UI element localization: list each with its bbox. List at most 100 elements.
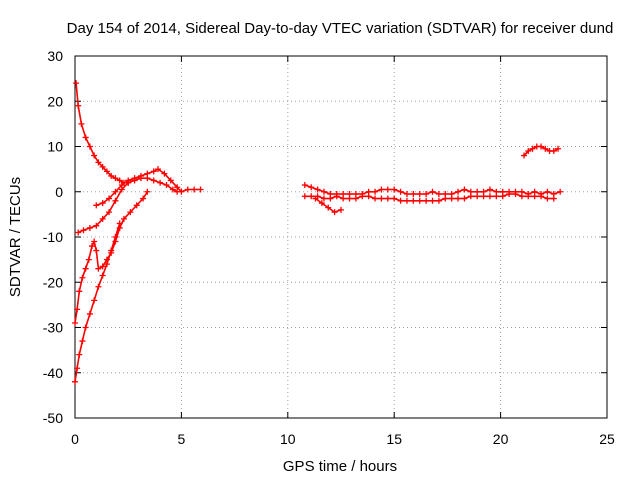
- data-point: [150, 177, 157, 184]
- data-point: [378, 195, 385, 202]
- data-point: [338, 206, 344, 213]
- data-point: [112, 197, 119, 204]
- data-point: [544, 195, 551, 202]
- y-tick-label: 10: [47, 139, 63, 155]
- data-point: [372, 195, 379, 202]
- data-point: [429, 188, 436, 195]
- data-point: [333, 193, 340, 200]
- y-axis-label: SDTVAR / TECUs: [7, 177, 24, 297]
- data-point: [486, 193, 493, 200]
- series-arc-6: [301, 181, 564, 198]
- x-tick-label: 10: [280, 431, 296, 447]
- data-point: [423, 191, 430, 198]
- y-tick-labels: -50 -40 -30 -20 -10 0 10 20 30: [43, 48, 63, 426]
- data-point: [93, 247, 100, 254]
- data-point: [538, 193, 545, 200]
- data-point: [144, 175, 151, 182]
- data-point: [557, 188, 564, 195]
- data-point: [480, 193, 487, 200]
- series-line: [96, 168, 201, 207]
- data-point: [72, 378, 78, 385]
- data-point: [365, 193, 372, 200]
- data-point: [76, 288, 83, 295]
- data-point: [416, 197, 423, 204]
- series-line: [304, 193, 554, 202]
- data-point: [118, 186, 125, 193]
- data-point: [191, 186, 198, 193]
- data-point: [86, 143, 93, 150]
- data-point: [435, 191, 442, 198]
- series-arc-3: [75, 175, 181, 236]
- series-arc-4: [72, 188, 151, 326]
- data-point: [320, 188, 327, 195]
- data-point: [99, 200, 106, 207]
- axis-ticks: [74, 55, 608, 419]
- data-point: [301, 193, 308, 200]
- data-point: [197, 186, 204, 193]
- x-tick-label: 25: [599, 431, 615, 447]
- data-point: [525, 193, 532, 200]
- data-point: [86, 224, 93, 231]
- data-point: [91, 238, 98, 245]
- data-point: [550, 195, 557, 202]
- data-point: [372, 188, 379, 195]
- data-point: [435, 197, 442, 204]
- data-point: [82, 134, 89, 141]
- data-point: [137, 175, 144, 182]
- data-series: [72, 80, 564, 385]
- data-point: [544, 188, 551, 195]
- data-point: [99, 263, 106, 270]
- data-point: [327, 195, 334, 202]
- data-point: [99, 163, 106, 170]
- x-tick-labels: 0 5 10 15 20 25: [71, 431, 615, 447]
- data-point: [410, 191, 417, 198]
- x-tick-label: 5: [178, 431, 186, 447]
- data-point: [518, 193, 525, 200]
- data-point: [410, 197, 417, 204]
- data-point: [312, 195, 319, 202]
- data-point: [103, 261, 110, 268]
- data-point: [93, 222, 100, 229]
- data-point: [112, 234, 119, 240]
- data-point: [308, 193, 315, 200]
- data-point: [103, 168, 110, 175]
- data-point: [301, 181, 308, 188]
- data-point: [82, 324, 89, 331]
- data-point: [120, 215, 127, 222]
- data-point: [76, 351, 83, 358]
- y-tick-label: 30: [47, 48, 63, 64]
- data-point: [429, 197, 436, 204]
- data-point: [499, 193, 506, 200]
- data-point: [423, 197, 430, 204]
- data-point: [95, 265, 102, 272]
- data-point: [91, 152, 98, 159]
- x-tick-label: 20: [493, 431, 509, 447]
- data-point: [116, 220, 123, 227]
- data-point: [325, 204, 332, 211]
- data-point: [79, 338, 86, 345]
- data-point: [108, 247, 115, 254]
- x-tick-label: 0: [71, 431, 79, 447]
- data-point: [555, 145, 562, 152]
- data-point: [75, 102, 82, 109]
- data-point: [75, 229, 82, 236]
- data-point: [384, 186, 391, 193]
- data-point: [112, 175, 119, 182]
- data-point: [91, 297, 98, 304]
- series-arc-1: [73, 80, 132, 186]
- data-point: [455, 188, 462, 195]
- data-point: [74, 306, 81, 313]
- data-point: [448, 195, 455, 202]
- x-axis-label: GPS time / hours: [283, 458, 397, 475]
- data-point: [550, 148, 557, 155]
- data-point: [538, 143, 545, 150]
- data-point: [150, 168, 157, 175]
- data-point: [525, 148, 532, 155]
- data-point: [378, 186, 385, 193]
- data-point: [529, 145, 536, 152]
- data-point: [352, 195, 359, 202]
- chart-title: Day 154 of 2014, Sidereal Day-to-day VTE…: [67, 20, 614, 37]
- data-point: [397, 188, 404, 195]
- data-point: [318, 200, 325, 207]
